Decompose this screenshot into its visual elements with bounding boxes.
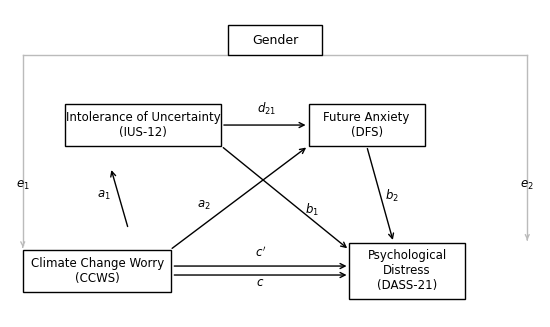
Text: $c$: $c$ [256, 276, 265, 289]
FancyBboxPatch shape [228, 25, 322, 55]
Text: Psychological
Distress
(DASS-21): Psychological Distress (DASS-21) [367, 250, 447, 292]
FancyBboxPatch shape [65, 104, 221, 146]
Text: Gender: Gender [252, 34, 298, 47]
Text: Climate Change Worry
(CCWS): Climate Change Worry (CCWS) [30, 257, 164, 285]
Text: $a_1$: $a_1$ [97, 189, 111, 202]
Text: $d_{21}$: $d_{21}$ [257, 101, 276, 117]
FancyBboxPatch shape [309, 104, 425, 146]
Text: $c'$: $c'$ [255, 246, 266, 260]
Text: $a_2$: $a_2$ [197, 198, 210, 212]
Text: $b_2$: $b_2$ [386, 187, 399, 204]
FancyBboxPatch shape [23, 250, 171, 292]
Text: $e_2$: $e_2$ [520, 180, 534, 193]
Text: Intolerance of Uncertainty
(IUS-12): Intolerance of Uncertainty (IUS-12) [65, 111, 221, 139]
Text: Future Anxiety
(DFS): Future Anxiety (DFS) [323, 111, 410, 139]
Text: $b_1$: $b_1$ [305, 202, 318, 218]
Text: $e_1$: $e_1$ [16, 180, 30, 193]
FancyBboxPatch shape [349, 243, 465, 299]
